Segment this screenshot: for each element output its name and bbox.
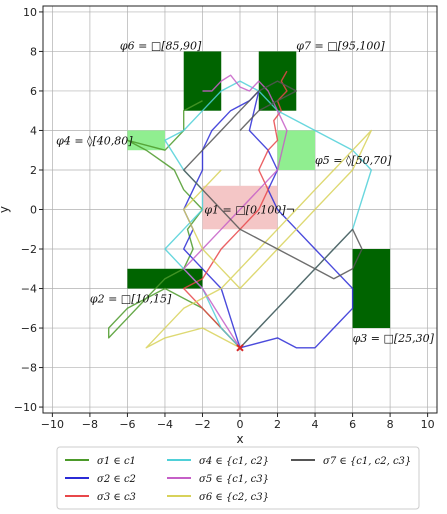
series-line-7 [182, 80, 363, 349]
series-lines [107, 70, 372, 349]
y-tick-label-8: 6 [30, 85, 37, 98]
series-line-2 [182, 90, 354, 349]
y-tick-label-5: 0 [30, 204, 37, 217]
region-label-6: φ6 = □[85,90] [120, 40, 202, 53]
legend-entry-1: σ1 ∈ c1 [97, 456, 136, 467]
x-tick-label-10: 10 [421, 418, 435, 431]
region-6 [183, 51, 222, 111]
legend: σ1 ∈ c1 σ2 ∈ c2 σ3 ∈ c3 σ4 ∈ {c1, c2} σ5 ∈ {… [56, 446, 420, 510]
legend-entry-4: σ4 ∈ {c1, c2} [199, 456, 269, 467]
region-labels: φ1 = □[0,100]¬ φ2 = □[10,15] φ3 = □[25,30]… [56, 40, 435, 345]
region-5 [277, 130, 316, 170]
x-tick-label-0: −10 [41, 418, 64, 431]
legend-entry-7: σ7 ∈ {c1, c2, c3} [323, 456, 411, 467]
axis-ticks: −10 −8 −6 −4 −2 0 2 4 6 8 10 −10 −8 −6 −4 −2 0 2 4 6 8 10 [14, 6, 435, 431]
x-tick-label-3: −4 [157, 418, 173, 431]
y-tick-label-0: −10 [14, 401, 37, 414]
series-line-5 [182, 74, 288, 349]
x-tick-label-6: 2 [274, 418, 281, 431]
x-tick-label-7: 4 [312, 418, 319, 431]
x-axis-label: x [236, 432, 243, 446]
region-label-2: φ2 = □[10,15] [90, 292, 172, 305]
region-4 [127, 130, 165, 151]
legend-entry-2: σ2 ∈ c2 [97, 474, 136, 485]
start-point-marker [236, 344, 244, 352]
region-label-4: φ4 = ◊[40,80] [56, 134, 133, 147]
region-label-1: φ1 = □[0,100]¬ [204, 204, 295, 217]
series-line-3 [182, 70, 288, 349]
y-tick-label-1: −8 [21, 362, 37, 375]
y-tick-label-4: −2 [21, 243, 37, 256]
region-3 [352, 249, 391, 329]
region-label-5: φ5 = ◊[50,70] [315, 154, 392, 167]
x-tick-label-2: −6 [119, 418, 135, 431]
series-line-1 [107, 100, 241, 349]
x-tick-label-5: 0 [237, 418, 244, 431]
y-tick-label-6: 2 [30, 164, 37, 177]
start-marker-layer [236, 344, 244, 352]
y-tick-label-7: 4 [30, 124, 37, 137]
x-tick-label-8: 6 [349, 418, 356, 431]
y-tick-label-9: 8 [30, 45, 37, 58]
legend-entry-6: σ6 ∈ {c2, c3} [199, 492, 269, 503]
legend-box [56, 446, 420, 510]
y-tick-label-2: −6 [21, 322, 37, 335]
legend-entry-3: σ3 ∈ c3 [97, 492, 136, 503]
x-tick-label-1: −8 [82, 418, 98, 431]
x-tick-label-4: −2 [194, 418, 210, 431]
region-label-7: φ7 = □[95,100] [296, 40, 385, 53]
y-tick-label-10: 10 [23, 6, 37, 19]
region-label-3: φ3 = □[25,30] [353, 332, 435, 345]
series-line-6 [145, 129, 372, 349]
y-axis-label: y [0, 206, 11, 213]
y-tick-label-3: −4 [21, 283, 37, 296]
regions [127, 51, 391, 329]
legend-entry-5: σ5 ∈ {c1, c3} [199, 474, 269, 485]
region-1 [202, 185, 278, 230]
x-tick-label-9: 8 [387, 418, 394, 431]
